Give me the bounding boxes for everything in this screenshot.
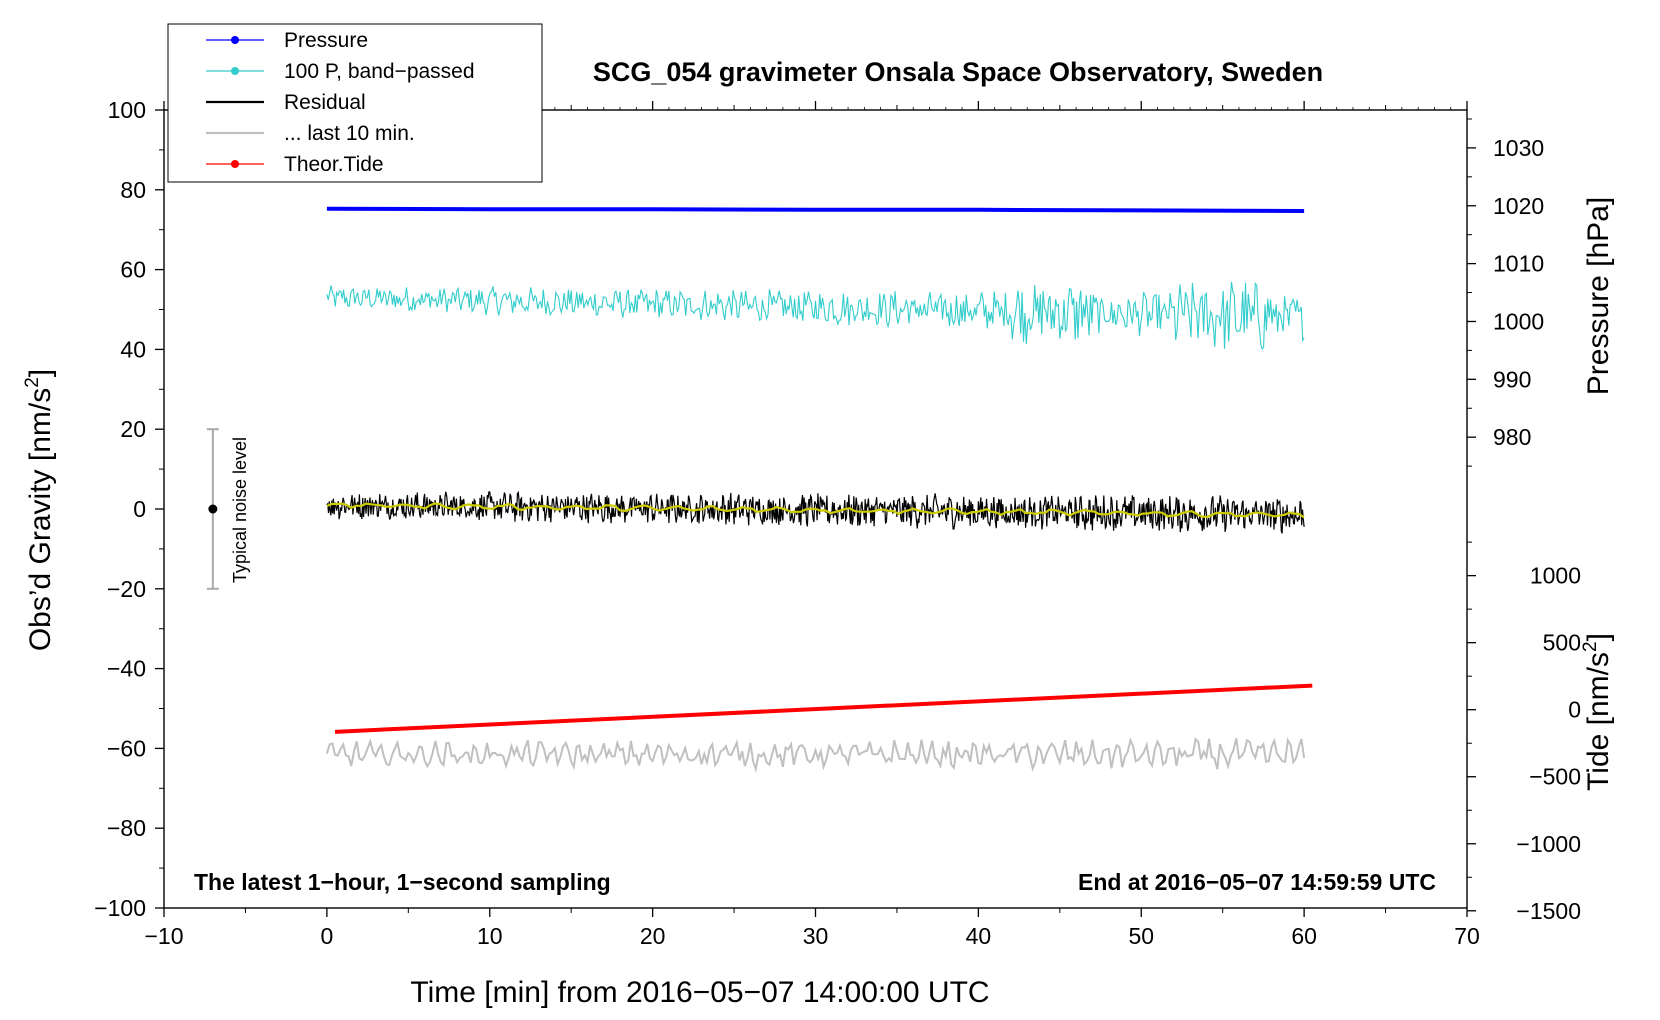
y-tick-label: 60 [120,257,146,283]
legend-label: Pressure [284,29,368,52]
legend-swatch-marker [231,36,239,44]
tide-tick-label: 1000 [1530,563,1581,589]
pressure-tick-label: 1000 [1493,308,1544,334]
y-axis-title-sup: 2 [22,377,43,388]
x-tick-label: 50 [1128,923,1154,949]
y-tick-label: −20 [107,576,146,602]
y-axis-title: Obs’d Gravity [nm/s2] [22,369,57,651]
series-theor-tide-line [334,683,1313,734]
legend-label: 100 P, band−passed [284,60,475,83]
tide-axis-title-main: Tide [nm/s [1582,652,1615,791]
series-last-10-min-line [325,737,1306,773]
y-tick-label: −100 [94,895,146,921]
tide-tick-label: 500 [1543,630,1581,656]
y-tick-label: 20 [120,416,146,442]
chart-title: SCG_054 gravimeter Onsala Space Observat… [593,57,1323,87]
x-tick-label: 20 [640,923,666,949]
legend-label: ... last 10 min. [284,122,415,145]
legend-label: Residual [284,91,366,114]
tide-axis-title-sup: 2 [1580,641,1601,652]
series-pressure-line [326,206,1305,213]
x-tick-label: 40 [966,923,992,949]
y-tick-label: 40 [120,336,146,362]
y-tick-label: 80 [120,177,146,203]
y-axis-title-close: ] [24,369,57,377]
tide-tick-label: −1000 [1516,831,1581,857]
series-layer [325,206,1313,773]
annotation-left: The latest 1−hour, 1−second sampling [194,869,611,895]
tide-tick-label: 0 [1568,697,1581,723]
y-axis-title-main: Obs’d Gravity [nm/s [24,388,57,651]
y-tick-label: 100 [108,97,146,123]
tide-tick-label: −500 [1529,764,1581,790]
legend: Pressure 100 P, band−passed Residual ... la… [167,23,543,183]
y-tick-label: −80 [107,815,146,841]
legend-swatch-marker [231,67,239,75]
pressure-axis-title: Pressure [hPa] [1582,197,1615,395]
noise-level-bar: Typical noise level [206,428,250,590]
tide-axis-title: Tide [nm/s2] [1580,633,1615,791]
x-tick-label: 10 [477,923,503,949]
pressure-tick-label: 980 [1493,424,1531,450]
x-tick-label: 60 [1291,923,1317,949]
legend-label: Theor.Tide [284,153,384,176]
annotation-right: End at 2016−05−07 14:59:59 UTC [1078,869,1436,895]
y-tick-label: 0 [133,496,146,522]
noise-bar-center-dot [208,504,218,514]
axes-layer: −10 0 10 20 30 40 50 60 70100806040200−20−40−60−… [94,97,1581,949]
pressure-tick-label: 1010 [1493,251,1544,277]
legend-swatch-marker [231,160,239,168]
x-axis-title: Time [min] from 2016−05−07 14:00:00 UTC [410,976,989,1009]
y-tick-label: −60 [107,735,146,761]
series-residual-smoothed-line [326,502,1305,519]
x-tick-label: −10 [144,923,183,949]
x-tick-label: 30 [803,923,829,949]
pressure-tick-label: 990 [1493,366,1531,392]
pressure-tick-label: 1030 [1493,135,1544,161]
tide-tick-label: −1500 [1516,898,1581,924]
x-tick-label: 0 [320,923,333,949]
series-residual-line [326,490,1305,534]
pressure-tick-label: 1020 [1493,193,1544,219]
x-tick-label: 70 [1454,923,1480,949]
y-tick-label: −40 [107,656,146,682]
series-band-passed-line [326,281,1305,351]
tide-axis-title-close: ] [1582,633,1615,641]
noise-level-label: Typical noise level [230,437,250,583]
